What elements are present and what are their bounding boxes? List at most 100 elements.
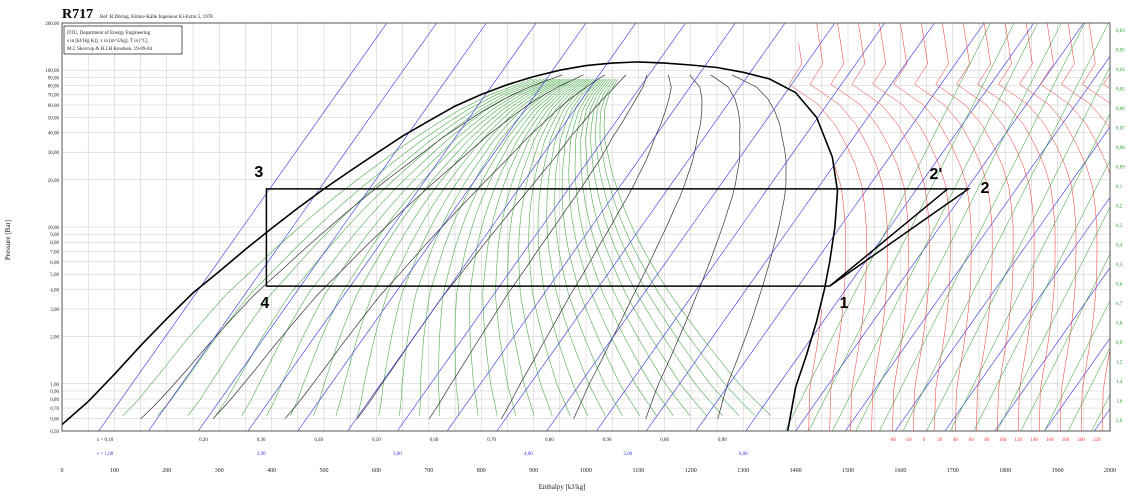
quality-label: 0,40 [314, 438, 323, 443]
isentrope-line [72, 79, 526, 416]
state-point-label: 3 [254, 164, 263, 181]
quality-line [718, 75, 786, 419]
y-tick-label: 30,00 [48, 151, 60, 156]
temperature-label: 200 [1077, 438, 1085, 443]
quality-line [213, 75, 584, 419]
x-tick-label: 300 [215, 468, 224, 474]
info-box: DTU, Department of Energy Engineering s … [64, 26, 182, 54]
x-tick-label: 500 [320, 468, 329, 474]
state-point-label: 4 [260, 295, 269, 312]
isentrope-line [538, 79, 594, 416]
state-point-label: 2' [930, 166, 943, 183]
entropy-scale-label: 0,04 [1116, 68, 1125, 73]
isentrope-line [562, 79, 640, 416]
y-tick-label: 100,00 [45, 69, 59, 74]
quality-label: 0,70 [487, 438, 496, 443]
entropy-scale-label: 0,8 [1116, 322, 1123, 327]
quality-label: x = 0,10 [97, 438, 114, 443]
y-tick-label: 6,00 [50, 261, 59, 266]
x-tick-label: 400 [267, 468, 276, 474]
info-line-2: s in [kJ/(kg K)]. v in [m^3/kg]. T in [º… [67, 38, 148, 44]
y-tick-label: 80,00 [48, 84, 60, 89]
temperature-label: 80 [984, 438, 990, 443]
x-tick-label: 0 [61, 468, 64, 474]
entropy-scale-label: 0,9 [1116, 341, 1123, 346]
x-tick-label: 1500 [842, 468, 854, 474]
y-tick-label: 0,70 [50, 407, 59, 412]
temperature-label: 220 [1093, 438, 1101, 443]
y-tick-label: 0,80 [50, 398, 59, 403]
x-tick-label: 1100 [633, 468, 645, 474]
x-tick-label: 200 [162, 468, 171, 474]
y-tick-label: 3,00 [50, 308, 59, 313]
y-tick-label: 40,00 [48, 132, 60, 137]
isentrope-line [569, 79, 657, 416]
quality-line [574, 75, 702, 419]
entropy-scale-label: 0,08 [1116, 146, 1125, 151]
axes: 200,00100,0090,0080,0070,0060,0050,0040,… [45, 22, 1125, 474]
y-tick-label: 0,90 [50, 390, 59, 395]
quality-label: 0,90 [718, 438, 727, 443]
x-tick-label: 600 [372, 468, 381, 474]
x-tick-label: 1700 [947, 468, 959, 474]
cycle-path [266, 189, 968, 286]
entropy-scale-label: 0,07 [1116, 127, 1125, 132]
entropy-scale-label: 0,7 [1116, 302, 1123, 307]
x-tick-label: 1300 [737, 468, 749, 474]
y-tick-label: 0,60 [50, 418, 59, 423]
y-tick-label: 70,00 [48, 93, 60, 98]
x-tick-label: 1600 [894, 468, 906, 474]
volume-label: 5,00 [624, 452, 633, 457]
isentrope-line [604, 79, 771, 416]
x-tick-label: 1200 [685, 468, 697, 474]
y-tick-label: 8,00 [50, 241, 59, 246]
entropy-scale-label: 0,5 [1116, 263, 1123, 268]
temperature-label: 20 [937, 438, 943, 443]
quality-label: 0,80 [545, 438, 554, 443]
y-tick-label: 90,00 [48, 76, 60, 81]
entropy-scale-label: 0,3 [1116, 224, 1123, 229]
temperature-label: 140 [1030, 438, 1038, 443]
temperature-label: -60 [889, 438, 896, 443]
quality-label: 0,50 [372, 438, 381, 443]
y-tick-label: 5,00 [50, 273, 59, 278]
entropy-scale-label: 0,2 [1116, 205, 1123, 210]
x-tick-label: 800 [477, 468, 486, 474]
temperature-label: 180 [1062, 438, 1070, 443]
temperature-label: 160 [1046, 438, 1054, 443]
y-tick-label: 20,00 [48, 179, 60, 184]
volume-label: v = 1,00 [97, 452, 114, 457]
entropy-scale-label: 0,4 [1116, 244, 1123, 249]
y-tick-label: 2,00 [50, 336, 59, 341]
y-tick-label: 4,00 [50, 288, 59, 293]
isentrope-line [519, 79, 589, 416]
temperature-label: 40 [953, 438, 959, 443]
quality-line [357, 75, 626, 419]
entropy-scale-label: 0,05 [1116, 88, 1125, 93]
volume-label: 3,00 [393, 452, 402, 457]
x-tick-label: 2000 [1104, 468, 1116, 474]
temperature-label: -20 [905, 438, 912, 443]
temperature-label: 60 [969, 438, 975, 443]
info-line-3: M.J. Skovrup & H.J.H Knudsen. 19-09-04 [67, 47, 153, 52]
chart-title: R717 [62, 7, 93, 22]
x-tick-label: 1800 [999, 468, 1011, 474]
y-tick-label: 7,00 [50, 250, 59, 255]
quality-label: 0,20 [199, 438, 208, 443]
y-tick-label: 0,50 [50, 430, 59, 435]
temperature-label: 0 [923, 438, 926, 443]
entropy-scale-label: 0,09 [1116, 166, 1125, 171]
entropy-scale-label: 0,03 [1116, 29, 1125, 34]
y-tick-label: 1,00 [50, 383, 59, 388]
isentrope-line [438, 79, 574, 416]
x-tick-label: 1900 [1052, 468, 1064, 474]
entropy-scale-label: 0,06 [1116, 107, 1125, 112]
x-tick-label: 1400 [790, 468, 802, 474]
isentrope-line [586, 79, 707, 416]
y-tick-label: 200,00 [45, 22, 59, 27]
temperature-label: 120 [1015, 438, 1023, 443]
x-tick-label: 900 [529, 468, 538, 474]
y-tick-label: 10,00 [48, 226, 60, 231]
state-point-label: 2 [981, 180, 990, 197]
